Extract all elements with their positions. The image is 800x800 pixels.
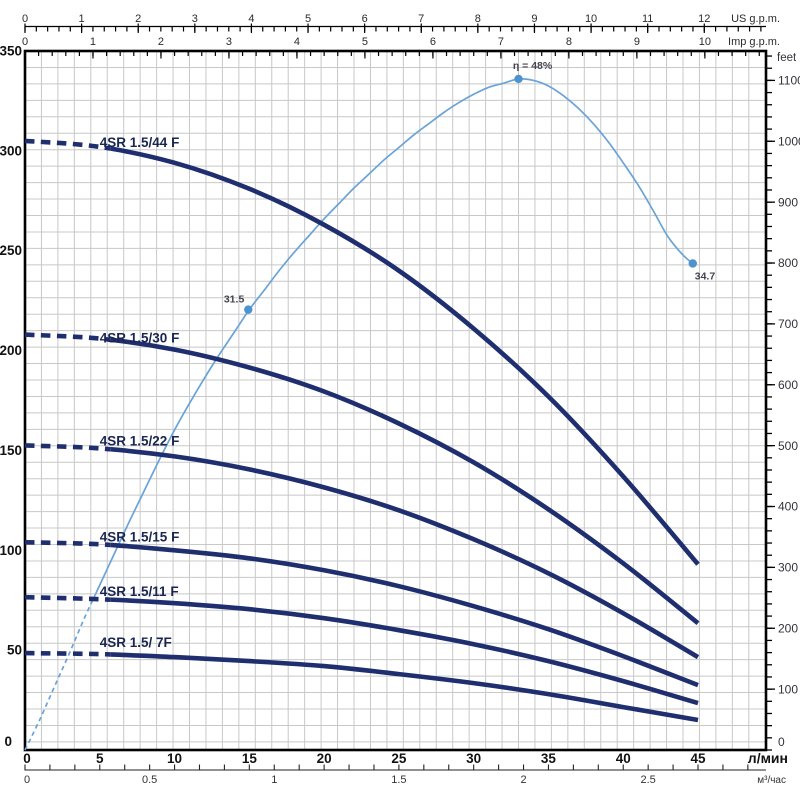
us-gpm-tick-label: 12: [698, 13, 710, 25]
pump-curve-dashed-4SR-1.5-44-F: [24, 138, 111, 151]
us-gpm-tick-label: 11: [642, 13, 653, 25]
feet-tick-label: 800: [778, 256, 798, 270]
lmin-tick-label: 30: [466, 751, 481, 766]
grid: [25, 51, 766, 750]
head-m-tick-label: 150: [0, 443, 22, 458]
imp-gpm-tick-label: 7: [498, 36, 504, 48]
efficiency-annotation: η = 48%: [513, 60, 553, 72]
us-gpm-tick-label: 0: [22, 13, 28, 25]
us-gpm-axis: [24, 23, 766, 33]
imp-gpm-tick-label: 6: [430, 36, 436, 48]
efficiency-annotation: 34.7: [695, 270, 716, 282]
head-m-tick-label: 100: [0, 543, 22, 558]
head-m-zero-label: 0: [4, 734, 12, 749]
curve-label-4SR-1.5-7F: 4SR 1.5/ 7F: [100, 635, 172, 650]
us-gpm-tick-label: 8: [475, 13, 481, 25]
curve-label-4SR-1.5-11-F: 4SR 1.5/11 F: [100, 584, 179, 599]
lmin-tick-label: 0: [23, 751, 31, 766]
m3h-tick-label: 0.5: [142, 774, 157, 786]
imp-gpm-tick-label: 4: [294, 36, 300, 48]
feet-axis-label: feet: [777, 52, 797, 64]
m3h-tick-label: 2: [520, 774, 526, 786]
feet-tick-label: 200: [778, 621, 798, 635]
feet-tick-label: 700: [778, 317, 798, 331]
efficiency-curve: [95, 77, 694, 597]
pump-curve-4SR-1.5-7F: [110, 652, 699, 723]
efficiency-point: [688, 259, 697, 268]
us-gpm-tick-label: 5: [305, 13, 311, 25]
imp-gpm-tick-label: 3: [226, 36, 232, 48]
lmin-tick-label: 10: [167, 751, 182, 766]
feet-tick-label: 300: [778, 561, 798, 575]
efficiency-point: [514, 74, 523, 84]
pump-curve-dashed-4SR-1.5-7F: [24, 650, 111, 657]
us-gpm-tick-label: 2: [135, 13, 141, 25]
efficiency-point: [244, 305, 253, 314]
plot-frame: [23, 49, 768, 752]
lmin-tick-label: 25: [391, 751, 407, 766]
us-gpm-tick-label: 9: [531, 13, 537, 25]
pump-curve-4SR-1.5-44-F: [110, 146, 700, 566]
m3h-axis-label: м³/час: [757, 775, 786, 786]
imp-gpm-tick-label: 10: [699, 36, 711, 48]
pump-curve-4SR-1.5-30-F: [110, 337, 700, 625]
pump-curve-4SR-1.5-11-F: [110, 597, 699, 706]
pump-curve-4SR-1.5-15-F: [110, 542, 699, 688]
us-gpm-tick-label: 3: [192, 13, 198, 25]
us-gpm-tick-label: 10: [585, 13, 597, 25]
us-gpm-tick-label: 7: [418, 13, 424, 25]
feet-tick-label: 900: [778, 195, 798, 209]
feet-tick-label: 500: [778, 439, 798, 453]
lmin-tick-label: 35: [541, 751, 557, 766]
imp-gpm-tick-label: 2: [158, 36, 164, 48]
feet-axis: [766, 55, 775, 751]
lmin-tick-label: 5: [96, 751, 104, 766]
us-gpm-tick-label: 1: [79, 13, 85, 25]
us-gpm-tick-label: 4: [248, 13, 254, 25]
curve-label-4SR-1.5-15-F: 4SR 1.5/15 F: [100, 529, 180, 544]
imp-gpm-tick-label: 8: [566, 36, 572, 48]
lmin-tick-label: 45: [690, 751, 706, 766]
efficiency-annotation: 31.5: [224, 294, 245, 306]
lmin-tick-label: 15: [242, 751, 258, 766]
m3h-tick-label: 1: [271, 774, 277, 786]
feet-zero-label: 0: [778, 735, 785, 749]
head-m-tick-label: 350: [0, 44, 22, 59]
feet-tick-label: 100: [778, 682, 798, 696]
curve-label-4SR-1.5-30-F: 4SR 1.5/30 F: [100, 331, 180, 346]
m3h-tick-label: 1.5: [391, 774, 406, 786]
imp-gpm-tick-label: 9: [634, 36, 640, 48]
lmin-tick-label: 40: [616, 751, 631, 766]
pump-curve-4SR-1.5-22-F: [110, 446, 700, 660]
m3h-tick-label: 0: [24, 774, 30, 786]
head-m-tick-label: 300: [0, 143, 22, 158]
lmin-tick-label: 20: [317, 751, 332, 766]
us-gpm-tick-label: 6: [362, 13, 368, 25]
pump-curve-dashed-4SR-1.5-15-F: [24, 540, 111, 548]
m3h-axis: [24, 764, 766, 771]
m3h-tick-label: 2.5: [641, 774, 656, 786]
head-m-tick-label: 250: [0, 243, 22, 258]
imp-gpm-tick-label: 5: [362, 36, 368, 48]
imp-gpm-tick-label: 1: [90, 36, 96, 48]
feet-tick-label: 600: [778, 378, 798, 392]
imp-gpm-axis-label: Imp g.p.m.: [728, 36, 780, 48]
lmin-axis-label: л/мин: [748, 750, 788, 766]
imp-gpm-tick-label: 0: [22, 36, 28, 48]
us-gpm-axis-label: US g.p.m.: [731, 13, 780, 25]
head-m-tick-label: 50: [7, 643, 22, 658]
curve-label-4SR-1.5-44-F: 4SR 1.5/44 F: [100, 135, 180, 150]
curve-label-4SR-1.5-22-F: 4SR 1.5/22 F: [100, 433, 180, 448]
feet-tick-label: 400: [778, 500, 798, 514]
head-m-tick-label: 200: [0, 343, 22, 358]
